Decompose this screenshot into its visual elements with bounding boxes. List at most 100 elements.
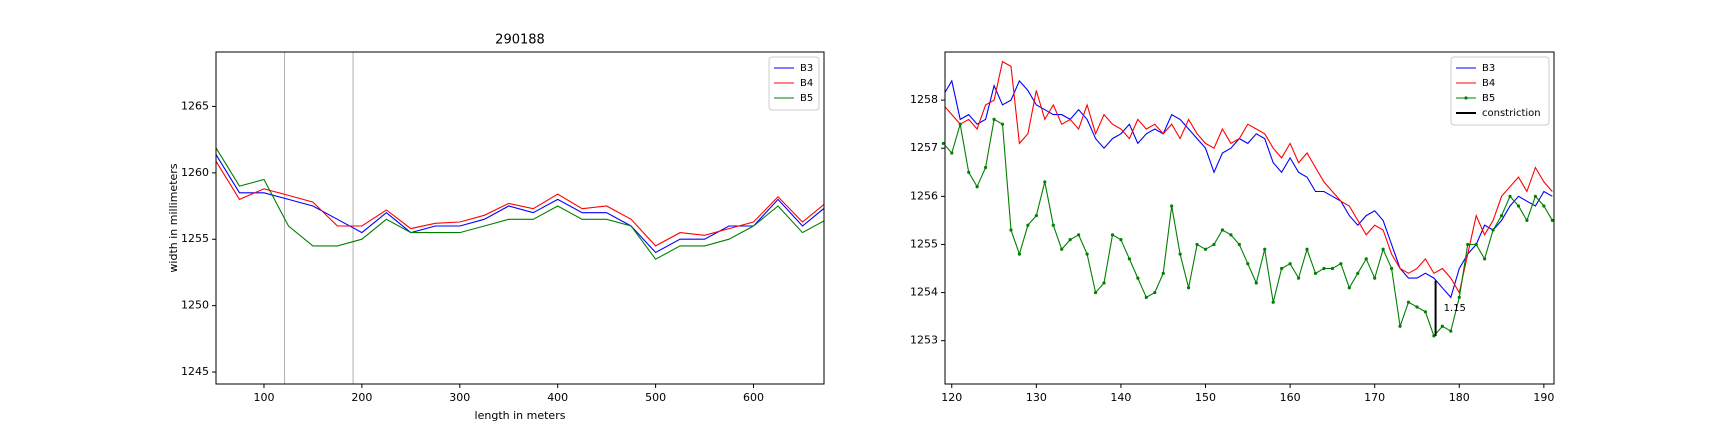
data-point [1474,242,1478,247]
x-tick-label: 400 [547,391,568,404]
y-tick-label: 1257 [910,141,938,154]
data-point [1525,218,1529,223]
y-tick-label: 1253 [910,334,938,347]
legend-label: constriction [1482,108,1541,119]
y-tick-label: 1255 [181,232,209,245]
data-point [1017,252,1022,256]
legend-label: B4 [1482,78,1495,89]
data-point [1516,204,1521,208]
data-point [1533,194,1537,198]
data-point [941,141,945,146]
x-tick-label: 150 [1195,391,1216,404]
x-axis-label: length in meters [475,409,566,422]
data-point [950,151,954,155]
data-point [1085,252,1089,256]
data-point [1119,238,1123,242]
data-point [1026,223,1030,227]
data-point [1178,252,1182,256]
x-tick-label: 100 [253,391,274,404]
data-point [1347,286,1351,290]
data-point [1330,266,1334,271]
data-point [1364,257,1368,261]
data-point [1415,305,1419,309]
data-point [1102,281,1106,285]
data-line [216,153,824,254]
data-line [216,146,824,260]
legend-box [1450,56,1550,126]
legend-marker [1464,96,1468,100]
x-tick-label: 600 [743,391,764,404]
data-point [1254,281,1258,285]
data-point [1077,233,1081,237]
data-point [1381,247,1385,251]
data-point [1356,271,1360,275]
data-point [975,185,979,189]
data-point [1491,228,1495,232]
data-point [1093,290,1098,295]
data-point [1136,276,1140,280]
x-tick-label: 140 [1110,391,1131,404]
y-tick-label: 1265 [181,99,209,112]
data-point [967,170,971,174]
x-tick-label: 160 [1280,391,1301,404]
data-point [1161,271,1165,275]
legend-label: B3 [1482,63,1495,74]
data-point [1271,300,1275,304]
plot-frame [944,51,1555,385]
y-tick-label: 1258 [910,93,938,106]
data-point [1246,262,1250,266]
y-tick-label: 1245 [181,365,209,378]
data-line [945,60,1553,295]
plot-frame [215,51,825,385]
data-point [1390,266,1394,271]
x-tick-label: 180 [1449,391,1470,404]
data-point [1127,257,1131,261]
data-point [1220,228,1225,232]
x-tick-label: 170 [1364,391,1385,404]
data-point [1068,238,1072,242]
data-point [1296,276,1301,280]
x-tick-label: 130 [1026,391,1047,404]
data-point [1144,295,1148,299]
data-point [992,117,996,121]
data-point [1280,266,1284,271]
data-point [1237,242,1241,247]
data-point [1550,218,1554,223]
data-point [1398,324,1402,328]
data-point [1043,180,1047,184]
data-point [1153,290,1157,295]
x-tick-label: 190 [1533,391,1554,404]
data-point [1195,242,1199,247]
data-point [1060,247,1064,251]
data-point [1000,122,1005,126]
legend-label: B3 [800,63,813,74]
data-point [1339,262,1343,266]
data-line [945,79,1553,299]
y-tick-label: 1256 [910,189,938,202]
data-point [1288,262,1292,266]
data-point [1187,286,1191,290]
data-point [1440,324,1444,328]
x-tick-label: 200 [351,391,372,404]
legend-label: B4 [800,78,813,89]
data-point [1009,228,1013,232]
data-point [1051,223,1055,227]
x-tick-label: 120 [941,391,962,404]
data-point [1305,247,1309,251]
data-point [1263,247,1267,251]
y-tick-label: 1260 [181,166,209,179]
data-point [1508,194,1512,198]
data-line [216,160,824,247]
data-point [1034,213,1038,218]
data-point [1499,213,1504,218]
data-point [1212,242,1216,247]
y-axis-label: width in millimeters [167,163,180,272]
data-point [1313,271,1318,275]
data-point [958,122,962,126]
data-point [1170,204,1174,208]
data-point [1322,266,1326,271]
x-tick-label: 300 [449,391,470,404]
data-point [1457,295,1461,299]
